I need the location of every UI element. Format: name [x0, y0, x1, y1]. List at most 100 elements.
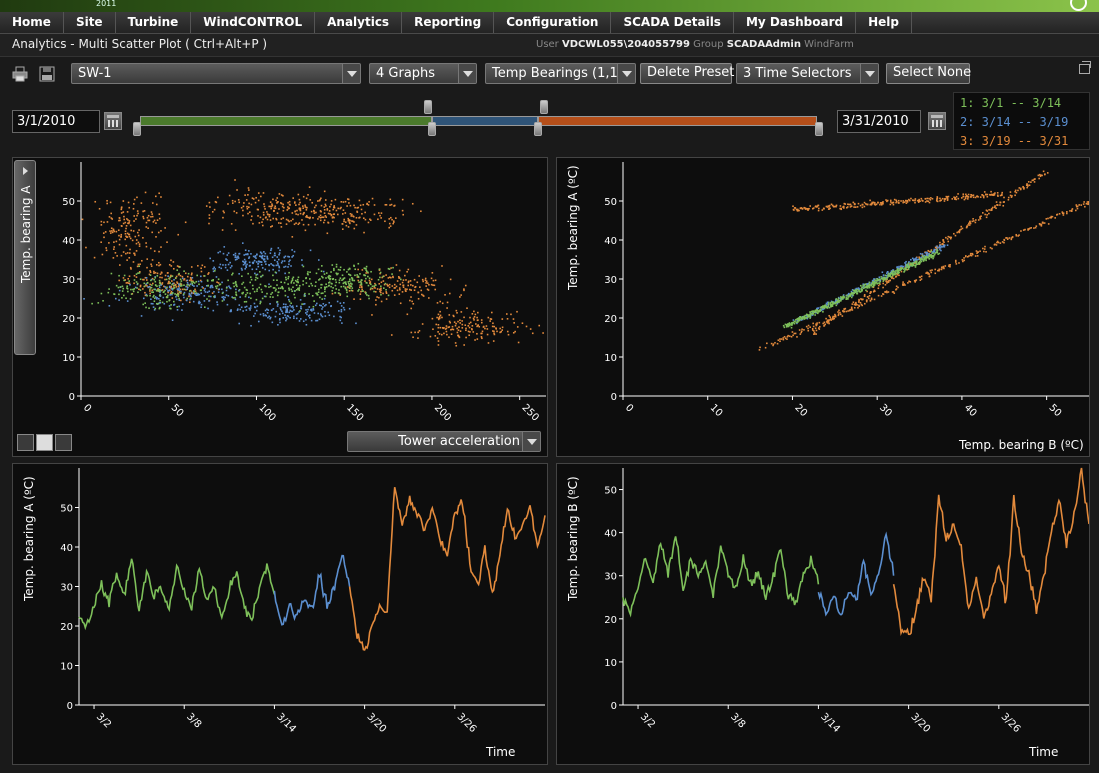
scatter-point	[302, 280, 305, 282]
pan-hand-icon[interactable]	[36, 434, 53, 451]
scatter-point	[149, 288, 151, 291]
scatter-point	[926, 256, 928, 259]
range-track-3[interactable]	[538, 116, 817, 126]
fit-view-icon[interactable]	[17, 434, 34, 451]
scatter-point	[1038, 222, 1041, 225]
scatter-point	[482, 326, 485, 328]
y-axis-selector[interactable]: Temp. bearing A	[14, 160, 36, 355]
range-handle-2-3[interactable]	[534, 122, 542, 136]
graphs-select[interactable]: 4 Graphs	[369, 63, 477, 84]
scatter-point	[246, 205, 248, 208]
range-handle-start[interactable]	[133, 122, 141, 136]
scatter-point	[957, 230, 960, 233]
nav-item-scada-details[interactable]: SCADA Details	[611, 12, 734, 33]
scatter-point	[249, 307, 252, 309]
nav-item-turbine[interactable]: Turbine	[116, 12, 192, 33]
scatter-point	[308, 314, 311, 317]
print-icon[interactable]	[12, 66, 28, 82]
scatter-point	[827, 320, 830, 323]
range-handle-2-3-top[interactable]	[540, 100, 548, 114]
scatter-point	[155, 236, 157, 238]
scatter-point	[113, 293, 116, 296]
scatter-point	[878, 282, 881, 284]
scatter-point	[308, 217, 311, 220]
turbine-select[interactable]: SW-1	[71, 63, 361, 84]
range-track-1[interactable]	[140, 116, 432, 126]
preset-select[interactable]: Temp Bearings (1,1	[485, 63, 636, 84]
start-date-field[interactable]: 3/1/2010	[12, 110, 100, 133]
scatter-point	[516, 310, 518, 313]
scatter-point	[120, 225, 123, 227]
scatter-point	[272, 296, 274, 298]
scatter-point	[473, 319, 475, 321]
scatter-point	[129, 297, 132, 300]
scatter-point	[873, 279, 876, 281]
scatter-point	[379, 272, 381, 275]
scatter-point	[1003, 241, 1005, 244]
scatter-point	[514, 330, 516, 333]
save-icon[interactable]	[39, 66, 55, 82]
x-axis-selector[interactable]: Tower acceleration	[347, 431, 541, 452]
scatter-point	[786, 335, 789, 338]
range-track-2[interactable]	[432, 116, 538, 126]
range-handle-1-2[interactable]	[428, 122, 436, 136]
scatter-point	[324, 288, 326, 291]
scatter-point	[364, 218, 367, 221]
nav-item-configuration[interactable]: Configuration	[494, 12, 612, 33]
calendar-icon[interactable]	[928, 112, 946, 130]
scatter-point	[155, 302, 158, 305]
scatter-point	[336, 273, 338, 276]
scatter-point	[126, 236, 128, 238]
scatter-point	[339, 269, 341, 271]
scatter-point	[294, 210, 296, 213]
restore-window-icon[interactable]	[1079, 61, 1091, 74]
scatter-point	[962, 260, 964, 263]
calendar-icon[interactable]	[104, 112, 122, 130]
scatter-point	[499, 331, 501, 334]
scatter-point	[134, 235, 137, 238]
scatter-point	[295, 213, 297, 215]
scatter-point	[926, 271, 928, 274]
nav-item-my-dashboard[interactable]: My Dashboard	[734, 12, 857, 33]
scatter-point	[927, 272, 929, 274]
scatter-point	[331, 282, 333, 285]
scatter-point	[199, 279, 202, 282]
scatter-point	[468, 326, 471, 329]
nav-item-help[interactable]: Help	[856, 12, 912, 33]
scatter-point	[168, 286, 171, 289]
scatter-point	[807, 316, 809, 319]
scatter-point	[133, 282, 135, 285]
range-handle-1-2-top[interactable]	[424, 100, 432, 114]
scatter-point	[904, 262, 906, 264]
y-axis-selector-label: Temp. bearing A	[19, 185, 33, 283]
nav-item-home[interactable]: Home	[0, 12, 64, 33]
end-date-field[interactable]: 3/31/2010	[837, 110, 921, 133]
delete-preset-button[interactable]: Delete Preset	[640, 63, 734, 84]
time-selectors-select[interactable]: 3 Time Selectors	[736, 63, 879, 84]
scatter-point	[180, 285, 182, 287]
nav-item-windcontrol[interactable]: WindCONTROL	[191, 12, 316, 33]
zoom-icon[interactable]	[55, 434, 72, 451]
nav-item-reporting[interactable]: Reporting	[402, 12, 495, 33]
scatter-point	[434, 335, 437, 337]
scatter-point	[177, 293, 179, 296]
scatter-point	[299, 201, 301, 204]
scatter-point	[160, 196, 162, 198]
scatter-point	[270, 205, 272, 208]
time-series-panel-4: 0 10 20 30 40 50 3/2 3/8 3/14 3/20 3/26 Temp. bear…	[556, 463, 1090, 765]
scatter-point	[189, 298, 191, 301]
nav-item-site[interactable]: Site	[64, 12, 116, 33]
scatter-point	[413, 289, 416, 292]
scatter-point	[915, 259, 917, 261]
scatter-point	[855, 301, 857, 304]
nav-item-analytics[interactable]: Analytics	[315, 12, 403, 33]
select-none-button[interactable]: Select None	[886, 63, 971, 84]
scatter-point	[895, 273, 897, 275]
scatter-point	[898, 202, 900, 204]
range-handle-end[interactable]	[815, 122, 823, 136]
scatter-point	[151, 289, 154, 292]
